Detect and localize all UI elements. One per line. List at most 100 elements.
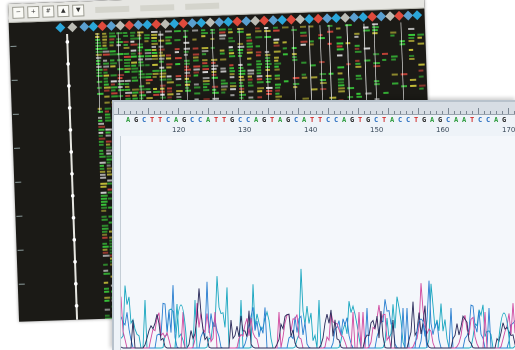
grid-icon[interactable]: # bbox=[42, 5, 55, 18]
ruler-tick bbox=[460, 111, 461, 114]
band bbox=[418, 63, 425, 66]
band bbox=[116, 38, 121, 41]
band bbox=[96, 74, 103, 77]
band bbox=[174, 56, 182, 60]
band bbox=[273, 41, 279, 44]
band bbox=[96, 80, 103, 83]
band bbox=[97, 110, 104, 113]
band bbox=[117, 79, 125, 83]
band bbox=[175, 84, 182, 87]
zoom-in-icon[interactable]: + bbox=[27, 5, 40, 19]
scroll-down-icon[interactable]: ▼ bbox=[72, 4, 85, 17]
ruler-tick bbox=[148, 108, 149, 114]
band bbox=[417, 33, 424, 36]
band bbox=[229, 73, 235, 76]
ruler-tick bbox=[316, 111, 317, 114]
band bbox=[131, 76, 138, 79]
ruler-tick bbox=[238, 108, 239, 114]
band bbox=[417, 42, 425, 45]
band bbox=[130, 49, 137, 52]
band bbox=[248, 96, 254, 99]
ruler-tick bbox=[208, 108, 209, 114]
band bbox=[212, 97, 219, 100]
band bbox=[151, 42, 158, 46]
lane-marker[interactable] bbox=[67, 22, 78, 33]
base-call: A bbox=[494, 116, 499, 124]
band bbox=[201, 53, 207, 56]
band bbox=[139, 91, 145, 94]
base-call: C bbox=[246, 116, 251, 124]
band bbox=[132, 94, 137, 97]
band bbox=[326, 24, 333, 27]
band bbox=[151, 45, 157, 49]
lane-guide bbox=[319, 25, 324, 106]
band bbox=[363, 47, 371, 50]
band bbox=[116, 32, 123, 35]
band bbox=[102, 38, 107, 41]
band bbox=[102, 251, 109, 254]
toolbar-field[interactable] bbox=[185, 2, 220, 10]
band bbox=[272, 26, 278, 29]
band bbox=[266, 86, 273, 90]
band bbox=[238, 75, 244, 78]
band bbox=[228, 31, 233, 34]
band bbox=[211, 85, 219, 88]
marker-dot bbox=[65, 40, 70, 44]
lane-guide bbox=[184, 29, 189, 110]
band bbox=[229, 67, 234, 70]
band bbox=[95, 41, 101, 44]
band bbox=[246, 51, 253, 54]
band bbox=[238, 72, 246, 75]
band bbox=[220, 82, 228, 85]
position-ruler: 120 130 140 150 160 170 bbox=[114, 126, 515, 136]
band bbox=[123, 40, 129, 43]
zoom-out-icon[interactable]: − bbox=[12, 6, 25, 19]
band bbox=[391, 73, 398, 76]
band bbox=[137, 55, 144, 58]
band bbox=[103, 71, 108, 74]
band bbox=[338, 87, 345, 90]
chromatogram-ruler[interactable] bbox=[114, 102, 515, 115]
toolbar-field[interactable] bbox=[140, 4, 175, 12]
base-call: T bbox=[214, 116, 219, 124]
band bbox=[238, 84, 244, 87]
band bbox=[373, 62, 380, 65]
band bbox=[125, 91, 133, 94]
position-label: 130 bbox=[238, 126, 252, 134]
ruler-tick bbox=[388, 108, 389, 114]
band bbox=[184, 71, 191, 74]
band bbox=[202, 86, 208, 89]
scroll-up-icon[interactable]: ▲ bbox=[57, 4, 70, 18]
band bbox=[125, 94, 131, 97]
base-call: T bbox=[310, 116, 315, 124]
band bbox=[273, 44, 280, 47]
band bbox=[103, 62, 110, 65]
toolbar-field[interactable] bbox=[95, 5, 130, 13]
band bbox=[273, 38, 280, 41]
band bbox=[138, 85, 145, 88]
band bbox=[174, 39, 181, 42]
trace-plot[interactable] bbox=[120, 136, 515, 350]
position-label: 120 bbox=[172, 126, 186, 134]
band bbox=[265, 77, 272, 81]
band bbox=[300, 40, 308, 43]
band bbox=[104, 95, 110, 98]
band bbox=[230, 88, 236, 91]
band bbox=[264, 35, 272, 39]
band bbox=[344, 24, 352, 27]
band bbox=[209, 28, 215, 31]
band bbox=[166, 81, 174, 84]
band bbox=[104, 107, 111, 110]
band bbox=[98, 131, 104, 134]
band bbox=[200, 29, 206, 32]
band bbox=[105, 134, 111, 137]
band bbox=[275, 92, 280, 95]
band bbox=[159, 78, 167, 81]
lane-marker[interactable] bbox=[412, 10, 423, 21]
band bbox=[159, 84, 166, 87]
band bbox=[265, 56, 271, 60]
band bbox=[347, 96, 354, 99]
lane-marker[interactable] bbox=[55, 22, 66, 33]
ruler-tick bbox=[508, 108, 509, 114]
ruler-tick bbox=[406, 111, 407, 114]
